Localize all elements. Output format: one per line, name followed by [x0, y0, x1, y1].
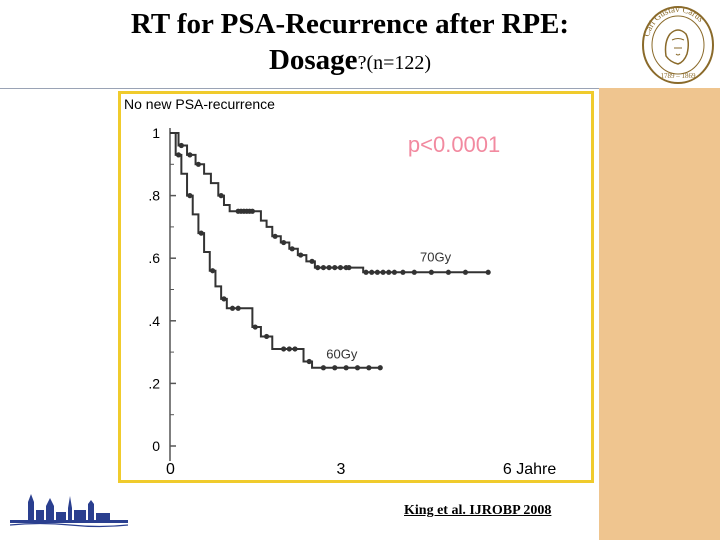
y-axis-label: No new PSA-recurrence — [124, 96, 275, 112]
censor-mark — [326, 264, 332, 271]
title-dosage: Dosage — [268, 44, 358, 76]
side-panel — [599, 88, 720, 540]
y-tick-label: .6 — [148, 250, 160, 266]
censor-mark — [292, 346, 298, 352]
censor-mark — [315, 264, 321, 271]
km-survival-chart: 1 .8 .6 .4 .2 0 70Gy 60Gy p<0.0001 — [148, 125, 500, 461]
chart-axes: 1 .8 .6 .4 .2 0 — [148, 125, 176, 461]
censor-mark — [281, 346, 287, 352]
censor-mark — [235, 305, 241, 311]
x-tick-label: 6 Jahre — [502, 461, 557, 478]
censor-mark — [346, 264, 352, 271]
y-tick-label: .4 — [148, 313, 160, 329]
censor-mark — [281, 239, 287, 246]
y-tick-label: .2 — [148, 375, 160, 391]
x-tick-label: 0 — [166, 461, 175, 478]
carus-seal-logo: Carl Gustav Carus 1789 – 1869 — [641, 4, 714, 84]
svg-text:Carl Gustav Carus: Carl Gustav Carus — [641, 4, 706, 38]
censor-mark — [249, 208, 255, 214]
title-line-1: RT for PSA-Recurrence after RPE: — [130, 8, 570, 40]
censor-mark — [289, 246, 295, 252]
censor-mark — [332, 264, 338, 271]
censor-mark — [354, 365, 361, 371]
censor-mark — [298, 252, 304, 258]
y-tick-label: 0 — [152, 438, 160, 454]
censor-mark — [366, 365, 372, 371]
censor-mark — [400, 269, 406, 275]
censor-mark — [229, 305, 236, 311]
dresden-skyline-logo — [10, 494, 129, 528]
censor-mark — [195, 161, 202, 167]
censor-mark — [175, 152, 182, 158]
series-60Gy: 60Gy — [170, 132, 383, 371]
title-subtitle: ?(n=122) — [357, 52, 432, 74]
censor-mark — [286, 346, 292, 352]
censor-mark — [309, 258, 315, 264]
censor-mark — [374, 269, 380, 275]
censor-mark — [411, 269, 417, 275]
censor-mark — [263, 333, 270, 340]
censor-mark — [306, 358, 312, 365]
censor-mark — [485, 269, 491, 275]
citation: King et al. IJROBP 2008 — [404, 503, 552, 518]
censor-mark — [187, 193, 193, 199]
censor-mark — [377, 365, 383, 371]
header-divider — [0, 88, 599, 89]
censor-mark — [428, 269, 434, 275]
censor-mark — [178, 142, 184, 149]
censor-mark — [320, 264, 327, 271]
censor-mark — [332, 365, 338, 371]
slide-title: RT for PSA-Recurrence after RPE: Dosage?… — [60, 6, 640, 81]
censor-mark — [252, 324, 258, 330]
censor-mark — [369, 269, 375, 275]
censor-mark — [363, 269, 369, 275]
censor-mark — [218, 193, 224, 199]
y-tick-label: .8 — [148, 188, 160, 204]
series-label: 60Gy — [326, 346, 358, 361]
censor-mark — [198, 230, 204, 236]
y-tick-label: 1 — [152, 125, 160, 141]
km-curve-60Gy — [170, 132, 381, 369]
series-70Gy: 70Gy — [170, 132, 491, 275]
title-line-2: Dosage?(n=122) — [60, 42, 640, 81]
censor-mark — [445, 269, 452, 275]
censor-mark — [187, 152, 193, 158]
chart-frame — [118, 91, 594, 483]
censor-mark — [343, 365, 349, 371]
chart-series: 70Gy 60Gy — [170, 132, 491, 371]
censor-mark — [391, 269, 398, 275]
censor-mark — [221, 296, 227, 302]
seal-text: Carl Gustav Carus — [641, 4, 706, 38]
censor-mark — [337, 264, 344, 271]
censor-mark — [320, 365, 327, 371]
x-tick-label: 3 — [336, 461, 346, 478]
censor-mark — [380, 269, 386, 275]
censor-mark — [272, 233, 278, 239]
p-value-annotation: p<0.0001 — [408, 132, 500, 157]
seal-years: 1789 – 1869 — [661, 72, 697, 80]
censor-mark — [210, 268, 216, 274]
series-label: 70Gy — [420, 249, 452, 264]
censor-mark — [386, 269, 392, 275]
censor-mark — [462, 269, 469, 275]
